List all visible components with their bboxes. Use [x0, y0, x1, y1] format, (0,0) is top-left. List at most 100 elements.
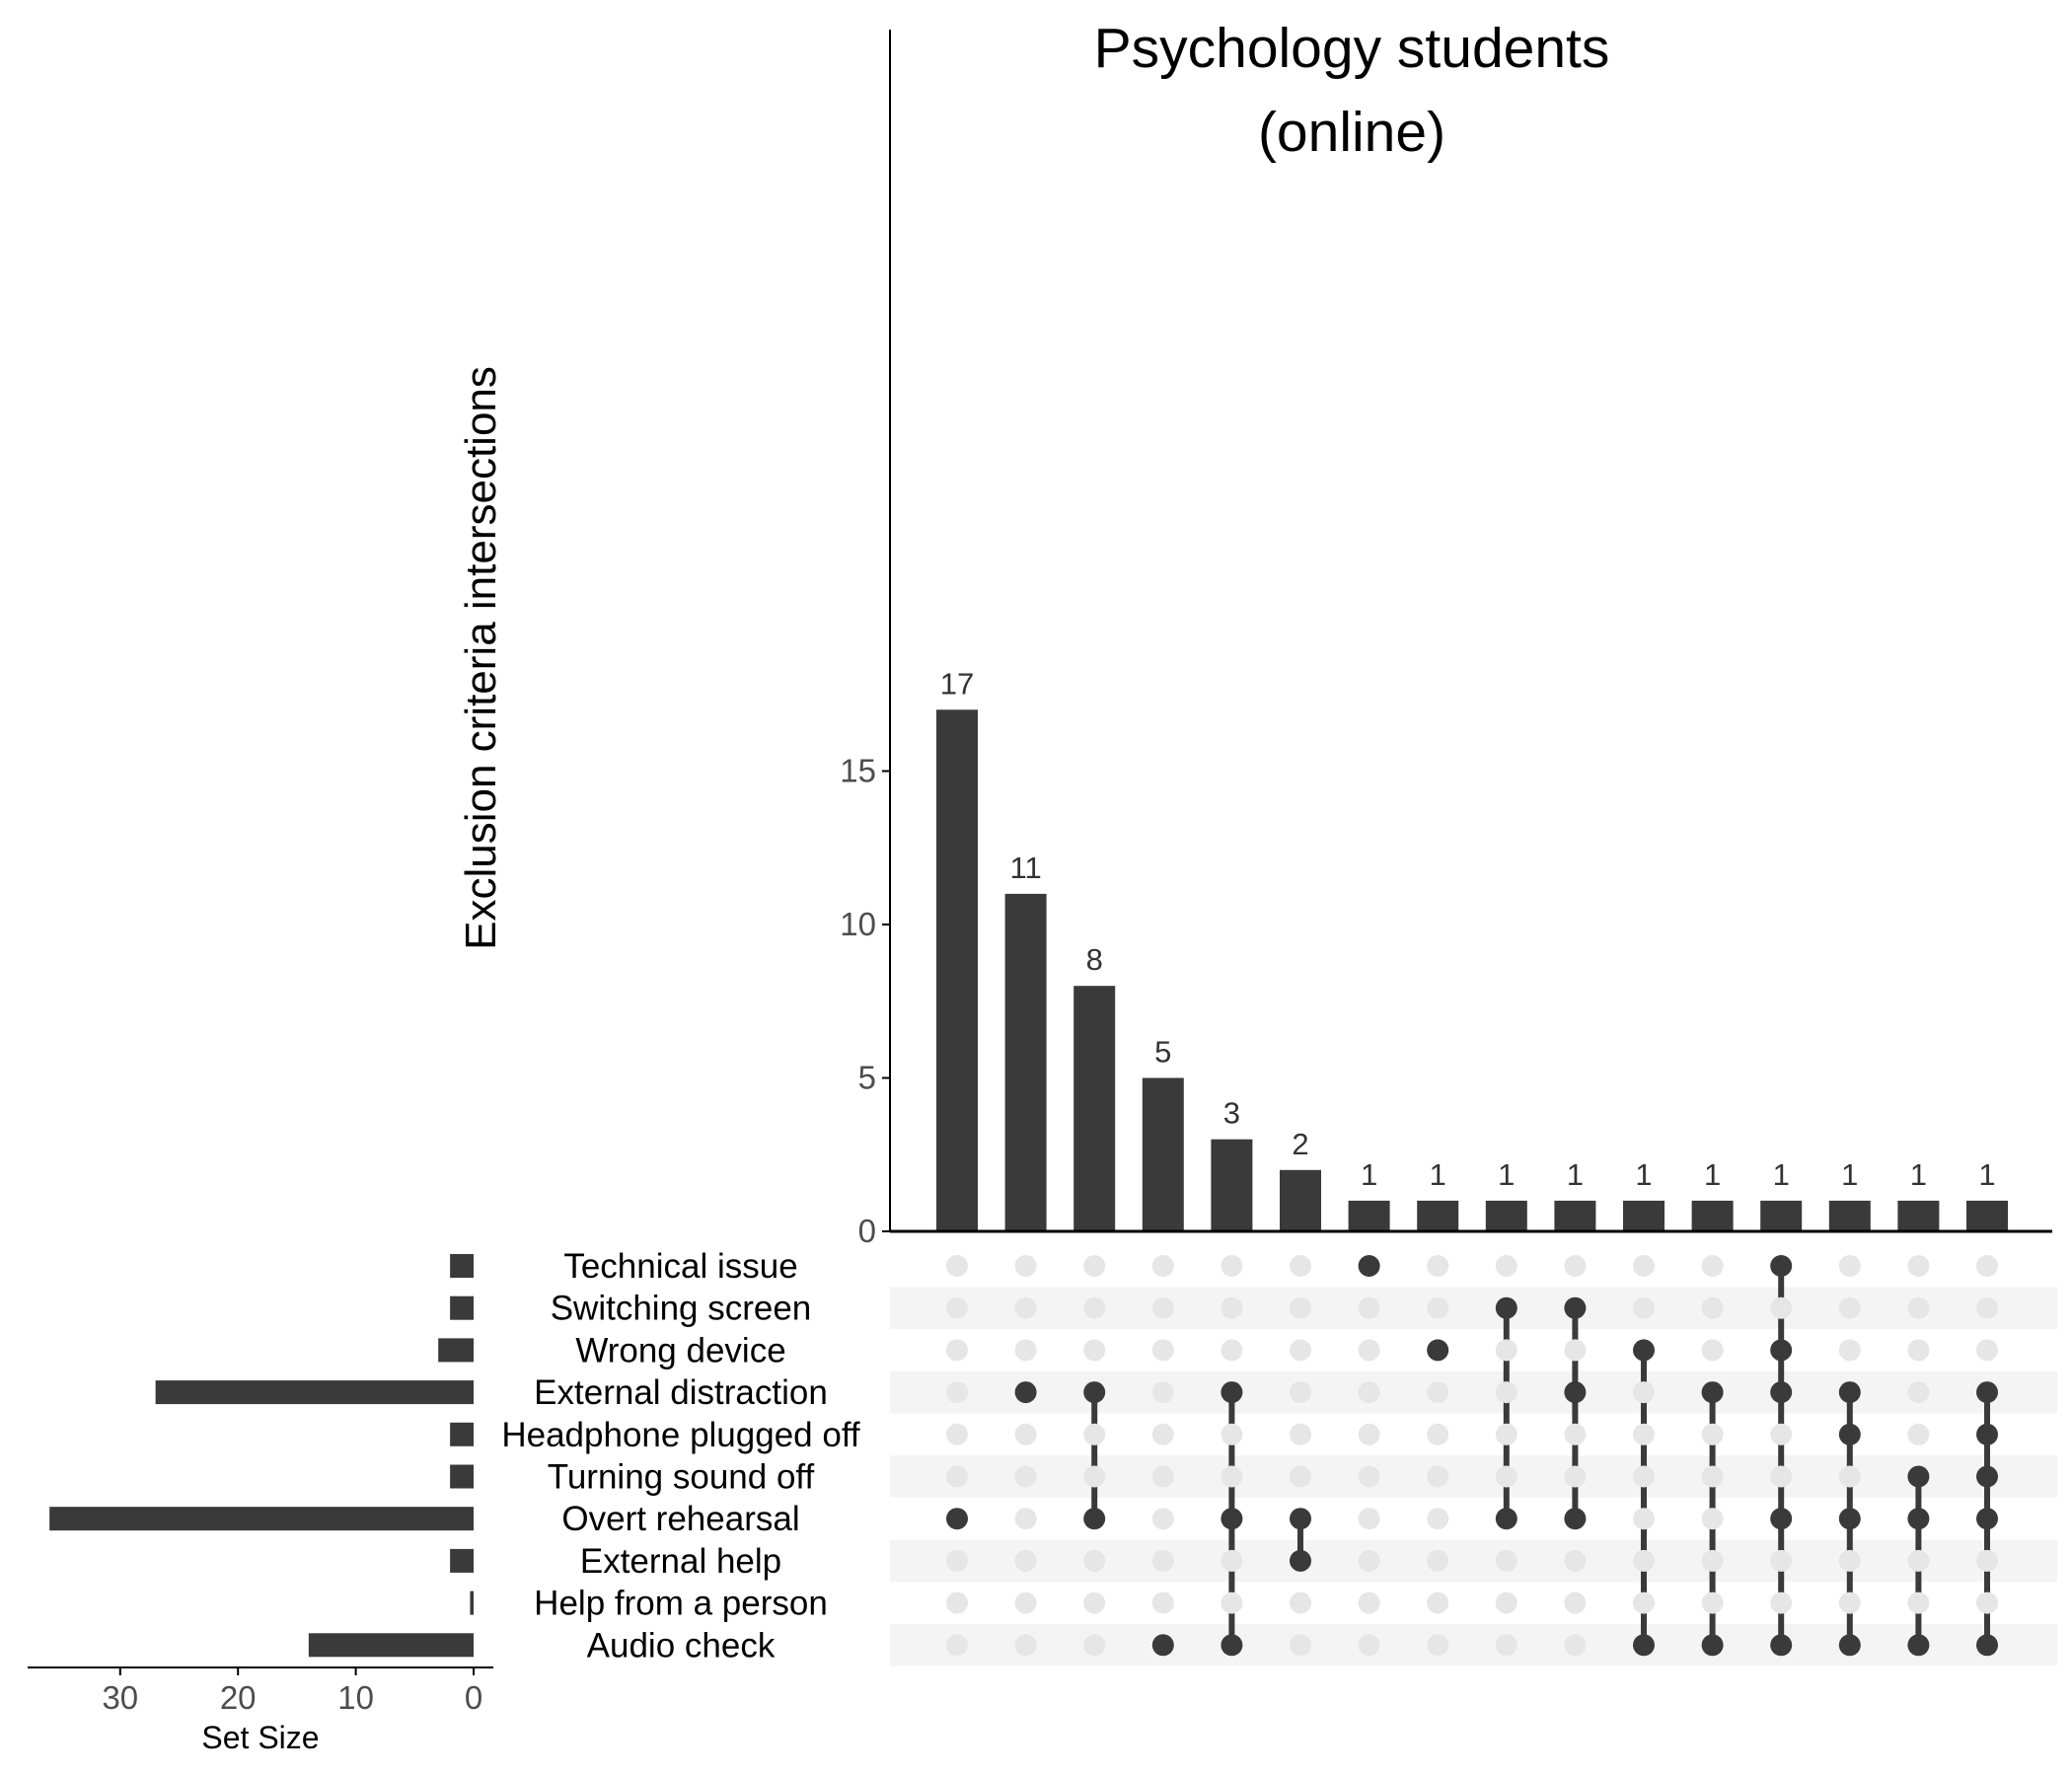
set-name-turning-sound-off: Turning sound off [548, 1458, 815, 1497]
dot-inactive-3-external-help [1083, 1549, 1106, 1572]
intersection-bar-8 [1417, 1200, 1459, 1231]
dot-inactive-2-switching-screen [1014, 1296, 1037, 1319]
dot-inactive-13-help-from-a-person [1770, 1591, 1793, 1614]
intersection-bar-2 [1004, 893, 1047, 1231]
dot-inactive-7-audio-check [1358, 1634, 1380, 1657]
dot-inactive-5-technical-issue [1221, 1255, 1243, 1277]
dot-inactive-15-wrong-device [1907, 1339, 1930, 1362]
set-size-bar-overt-rehearsal [49, 1507, 474, 1531]
set-name-headphone-plugged-off: Headphone plugged off [501, 1416, 860, 1454]
dot-inactive-9-audio-check [1495, 1634, 1517, 1657]
dot-active-11-audio-check [1633, 1634, 1655, 1657]
dot-inactive-2-overt-rehearsal [1014, 1508, 1037, 1530]
dot-inactive-7-headphone-plugged-off [1358, 1423, 1380, 1445]
dot-inactive-4-turning-sound-off [1151, 1465, 1174, 1488]
intersection-value-3: 8 [1086, 942, 1103, 977]
dot-inactive-9-external-distraction [1495, 1381, 1517, 1404]
dot-inactive-14-turning-sound-off [1838, 1465, 1861, 1488]
dot-active-3-external-distraction [1083, 1381, 1106, 1404]
dot-inactive-10-turning-sound-off [1564, 1465, 1587, 1488]
intersection-bar-12 [1691, 1200, 1734, 1231]
dot-inactive-7-external-distraction [1358, 1381, 1380, 1404]
dot-inactive-4-switching-screen [1151, 1296, 1174, 1319]
dot-active-10-switching-screen [1564, 1296, 1587, 1319]
dot-inactive-12-headphone-plugged-off [1701, 1423, 1724, 1445]
dot-inactive-10-wrong-device [1564, 1339, 1587, 1362]
dot-inactive-15-switching-screen [1907, 1296, 1930, 1319]
intersection-value-15: 1 [1910, 1157, 1927, 1192]
stripe-switching-screen [890, 1287, 2057, 1330]
dot-inactive-9-headphone-plugged-off [1495, 1423, 1517, 1445]
dot-inactive-15-technical-issue [1907, 1255, 1930, 1277]
dot-inactive-12-switching-screen [1701, 1296, 1724, 1319]
dot-active-15-overt-rehearsal [1907, 1508, 1930, 1530]
intersection-value-11: 1 [1635, 1157, 1652, 1192]
y-tick-label-0: 0 [858, 1213, 876, 1249]
dot-inactive-9-help-from-a-person [1495, 1591, 1517, 1614]
dot-inactive-8-external-help [1427, 1549, 1449, 1572]
dot-inactive-4-wrong-device [1151, 1339, 1174, 1362]
set-name-switching-screen: Switching screen [551, 1290, 812, 1328]
intersection-bar-9 [1485, 1200, 1527, 1231]
dot-inactive-16-help-from-a-person [1976, 1591, 1998, 1614]
dot-inactive-3-technical-issue [1083, 1255, 1106, 1277]
dot-inactive-14-external-help [1838, 1549, 1861, 1572]
dot-inactive-12-wrong-device [1701, 1339, 1724, 1362]
y-tick-label-5: 5 [858, 1060, 876, 1096]
dot-active-16-audio-check [1976, 1634, 1998, 1657]
intersection-value-2: 11 [1010, 851, 1042, 885]
dot-inactive-5-wrong-device [1221, 1339, 1243, 1362]
dot-inactive-3-audio-check [1083, 1634, 1106, 1657]
dot-active-13-technical-issue [1770, 1255, 1793, 1277]
dot-active-13-external-distraction [1770, 1381, 1793, 1404]
dot-inactive-9-external-help [1495, 1549, 1517, 1572]
set-size-tick-label-30: 30 [102, 1679, 138, 1716]
y-tick-label-10: 10 [840, 906, 876, 942]
dot-inactive-11-technical-issue [1633, 1255, 1655, 1277]
dot-inactive-4-external-distraction [1151, 1381, 1174, 1404]
dot-active-16-external-distraction [1976, 1381, 1998, 1404]
dot-inactive-14-wrong-device [1838, 1339, 1861, 1362]
intersection-bar-6 [1280, 1169, 1321, 1231]
dot-inactive-3-headphone-plugged-off [1083, 1423, 1106, 1445]
set-size-tick-label-0: 0 [465, 1679, 482, 1716]
intersection-bar-11 [1623, 1200, 1665, 1231]
dot-active-16-overt-rehearsal [1976, 1508, 1998, 1530]
dot-inactive-2-external-help [1014, 1549, 1037, 1572]
intersection-value-4: 5 [1154, 1035, 1171, 1070]
dot-inactive-14-help-from-a-person [1838, 1591, 1861, 1614]
intersection-bar-3 [1073, 986, 1116, 1231]
dot-inactive-8-technical-issue [1427, 1255, 1449, 1277]
dot-inactive-11-overt-rehearsal [1633, 1508, 1655, 1530]
dot-inactive-4-headphone-plugged-off [1151, 1423, 1174, 1445]
intersection-bar-10 [1554, 1200, 1596, 1231]
dot-active-8-wrong-device [1427, 1339, 1449, 1362]
dot-inactive-4-external-help [1151, 1549, 1174, 1572]
dot-inactive-15-help-from-a-person [1907, 1591, 1930, 1614]
dot-inactive-11-external-help [1633, 1549, 1655, 1572]
chart-title-line-1: Psychology students [1094, 17, 1610, 80]
dot-inactive-8-headphone-plugged-off [1427, 1423, 1449, 1445]
dot-active-10-overt-rehearsal [1564, 1508, 1587, 1530]
dot-inactive-2-headphone-plugged-off [1014, 1423, 1037, 1445]
dot-active-14-audio-check [1838, 1634, 1861, 1657]
dot-inactive-7-external-help [1358, 1549, 1380, 1572]
dot-inactive-1-external-help [946, 1549, 968, 1572]
dot-active-2-external-distraction [1014, 1381, 1037, 1404]
dot-active-11-wrong-device [1633, 1339, 1655, 1362]
dot-active-14-overt-rehearsal [1838, 1508, 1861, 1530]
dot-inactive-9-wrong-device [1495, 1339, 1517, 1362]
dot-inactive-1-help-from-a-person [946, 1591, 968, 1614]
set-name-technical-issue: Technical issue [563, 1247, 797, 1286]
dot-inactive-2-audio-check [1014, 1634, 1037, 1657]
dot-inactive-5-headphone-plugged-off [1221, 1423, 1243, 1445]
dot-inactive-11-switching-screen [1633, 1296, 1655, 1319]
dot-active-9-overt-rehearsal [1495, 1508, 1517, 1530]
stripe-external-distraction [890, 1370, 2057, 1414]
dot-inactive-10-help-from-a-person [1564, 1591, 1587, 1614]
dot-inactive-3-switching-screen [1083, 1296, 1106, 1319]
dot-inactive-4-overt-rehearsal [1151, 1508, 1174, 1530]
dot-inactive-15-external-distraction [1907, 1381, 1930, 1404]
dot-active-12-audio-check [1701, 1634, 1724, 1657]
dot-active-4-audio-check [1151, 1634, 1174, 1657]
